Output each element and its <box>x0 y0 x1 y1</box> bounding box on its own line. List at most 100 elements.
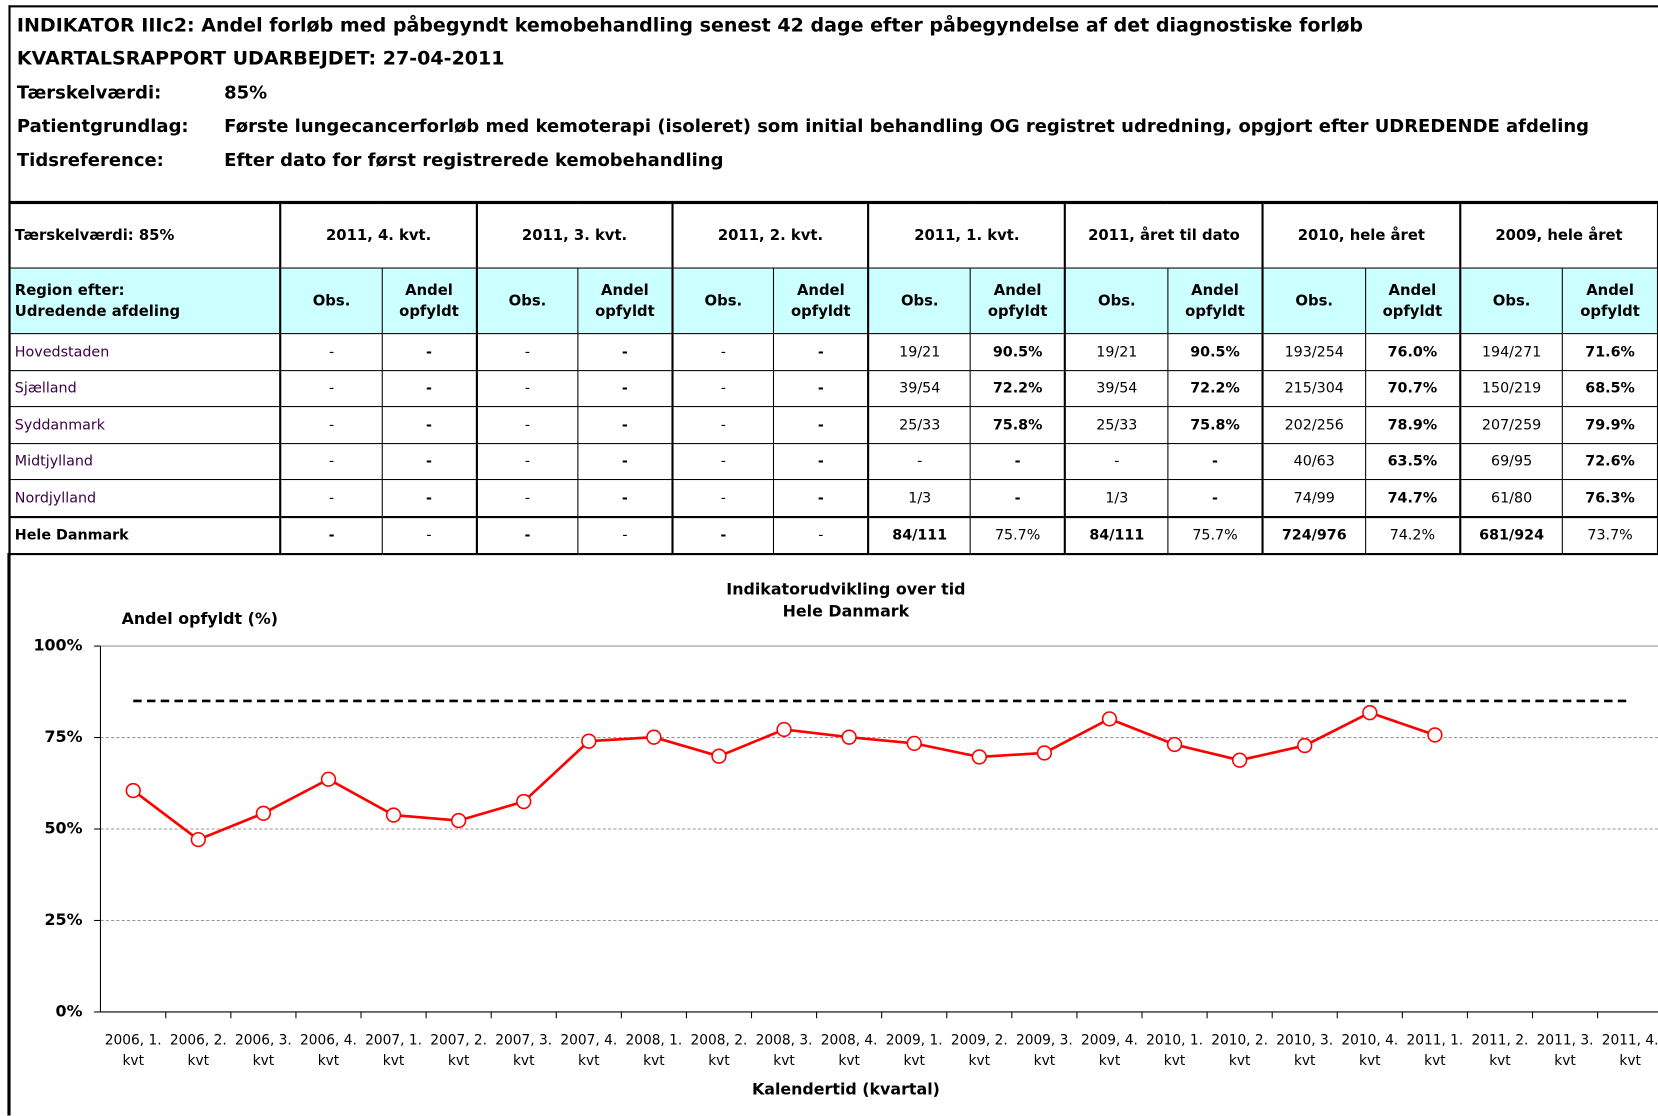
table-cell: - <box>381 333 478 371</box>
table-cell: 76.0% <box>1364 333 1461 371</box>
x-tick-label: 2009, 1. kvt <box>885 1033 943 1070</box>
data-point <box>646 729 662 745</box>
table-cell: 150/219 <box>1458 369 1564 408</box>
table-cell: - <box>773 442 869 481</box>
table-cell: - <box>867 442 972 481</box>
table-cell: - <box>475 406 579 444</box>
y-tick-label: 75% <box>45 727 83 746</box>
table-cell: 74/99 <box>1261 479 1366 518</box>
data-point <box>711 748 727 764</box>
region-name: Syddanmark <box>8 406 282 444</box>
table-cell: - <box>475 333 579 371</box>
table-cell: - <box>577 479 674 518</box>
corner-cell: Tærskelværdi: 85% <box>8 201 282 269</box>
x-tick-label: 2010, 2. kvt <box>1211 1033 1269 1070</box>
table-cell: 202/256 <box>1261 406 1366 444</box>
period-header: 2009, hele året <box>1458 201 1658 269</box>
obs-header: Obs. <box>867 267 972 335</box>
table-cell: - <box>671 333 775 371</box>
table-cell: 90.5% <box>1167 333 1264 371</box>
table-cell: 70.7% <box>1364 369 1461 408</box>
table-cell: - <box>577 369 674 408</box>
data-row: Nordjylland - - - - - -1/3-1/3-74/99 74.7% 61/80… <box>8 479 1658 518</box>
x-tick-label: 2010, 3. kvt <box>1276 1033 1334 1070</box>
data-row: Syddanmark - - - - - -25/33 75.8% 25/33 75.8% 202/… <box>8 406 1658 444</box>
x-tick-label: 2006, 3. kvt <box>234 1033 292 1070</box>
data-point <box>516 793 532 810</box>
x-tick-label: 2007, 1. kvt <box>365 1033 422 1070</box>
data-point <box>255 805 272 821</box>
table-cell: 72.6% <box>1562 442 1658 481</box>
table-cell: 76.3% <box>1562 479 1658 518</box>
period-header: 2011, 1. kvt. <box>867 201 1066 269</box>
x-tick-label: 2008, 3. kvt <box>755 1033 813 1070</box>
header-row: Tærskelværdi: 85% 2011, 4. kvt. 2011, 3. k… <box>8 201 1658 269</box>
x-tick-label: 2009, 3. kvt <box>1015 1033 1073 1070</box>
data-row: Hele Danmark - - - - - -84/111 75.7% 84/111 75.7%… <box>8 515 1658 556</box>
table-cell: 63.5% <box>1364 442 1461 481</box>
table-cell: - <box>970 479 1066 518</box>
x-tick-label: 2009, 4. kvt <box>1081 1033 1138 1070</box>
data-point <box>385 807 402 823</box>
table-cell: 207/259 <box>1458 406 1564 444</box>
x-tick-label: 2011, 3. kvt <box>1536 1033 1594 1070</box>
table-cell: 72.2% <box>970 369 1066 408</box>
region-name: Hele Danmark <box>8 515 282 556</box>
obs-header: Obs. <box>1458 267 1564 335</box>
table-cell: 75.7% <box>1167 515 1264 556</box>
region-header-line: Udredende afdeling <box>14 302 181 320</box>
data-point <box>581 733 597 749</box>
field-value: Efter dato for først registrerede kemobe… <box>224 150 724 172</box>
table-cell: - <box>1167 442 1264 481</box>
data-point <box>906 735 922 752</box>
data-point <box>971 749 987 765</box>
table-cell: - <box>671 369 775 408</box>
report-date: KVARTALSRAPPORT UDARBEJDET: 27-04-2011 <box>16 47 505 70</box>
data-row: Hovedstaden - - - - - -19/21 90.5% 19/21 90.5% 193… <box>8 333 1658 371</box>
table-cell: 78.9% <box>1364 406 1461 444</box>
y-axis-label: Andel opfyldt (%) <box>122 609 278 628</box>
table-cell: - <box>1167 479 1264 518</box>
table-cell: - <box>577 333 674 371</box>
field-value: Første lungecancerforløb med kemoterapi … <box>224 116 1590 138</box>
table-cell: - <box>279 515 383 556</box>
period-header: 2010, hele året <box>1261 201 1461 269</box>
obs-header: Obs. <box>671 267 775 335</box>
table-cell: 1/3 <box>1064 479 1169 518</box>
data-point <box>1297 737 1313 754</box>
table-cell: - <box>671 515 775 556</box>
x-tick-label: 2006, 2. kvt <box>169 1033 227 1070</box>
region-name: Nordjylland <box>8 479 282 518</box>
period-header: 2011, 2. kvt. <box>671 201 869 269</box>
table-cell: 25/33 <box>867 406 972 444</box>
table-cell: 194/271 <box>1458 333 1564 371</box>
share-header: Andel opfyldt <box>1364 267 1461 335</box>
table-cell: - <box>773 333 869 371</box>
x-tick-label: 2010, 4. kvt <box>1341 1033 1399 1070</box>
data-point <box>1036 745 1053 761</box>
y-tick-label: 50% <box>45 819 83 838</box>
table-cell: 19/21 <box>1064 333 1169 371</box>
x-tick-label: 2009, 2. kvt <box>950 1033 1008 1070</box>
table-cell: 90.5% <box>970 333 1066 371</box>
table-cell: 681/924 <box>1458 515 1564 556</box>
period-header: 2011, året til dato <box>1064 201 1264 269</box>
data-point <box>1101 711 1118 727</box>
table-cell: 74.2% <box>1364 515 1461 556</box>
chart-title: Indikatorudvikling over tid <box>726 580 965 599</box>
y-tick-label: 100% <box>33 636 82 655</box>
table-cell: - <box>381 406 478 444</box>
data-point <box>776 721 792 738</box>
table-cell: - <box>577 515 674 556</box>
data-point <box>125 782 141 799</box>
chart-subtitle: Hele Danmark <box>783 602 910 621</box>
x-tick-label: 2006, 1. kvt <box>104 1033 162 1070</box>
table-cell: 84/111 <box>1064 515 1169 556</box>
divider <box>8 200 1658 204</box>
data-point <box>190 831 206 848</box>
y-tick-label: 0% <box>56 1001 83 1020</box>
data-point <box>1166 736 1183 753</box>
field-label: Tidsreference: <box>16 150 164 172</box>
table-cell: 39/54 <box>1064 369 1169 408</box>
